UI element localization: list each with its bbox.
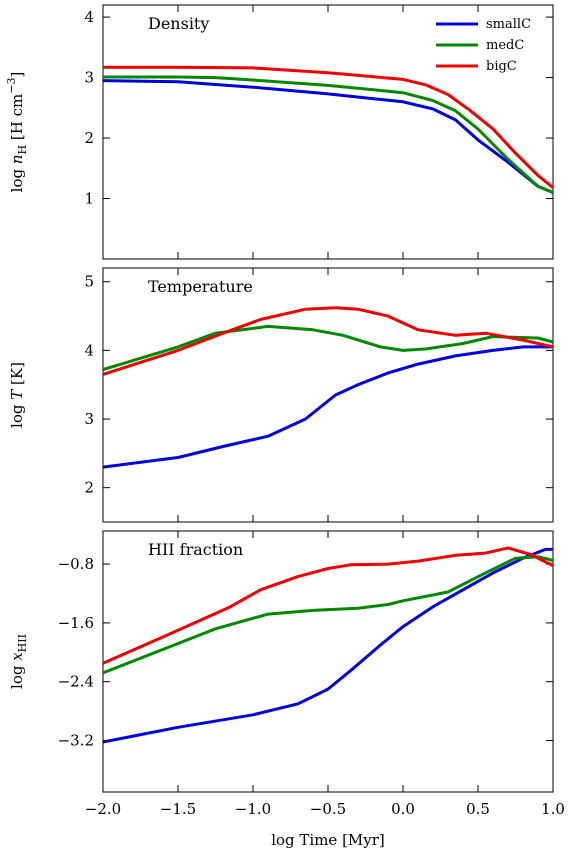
legend-label-bigC: bigC xyxy=(486,59,517,74)
xtick-label-4: 0.0 xyxy=(391,800,415,818)
hii-fraction-y-axis-label: log xHII xyxy=(8,634,29,689)
density-y-axis-label: log nH [H cm−3] xyxy=(5,72,29,193)
hii-fraction-series-medC xyxy=(103,555,553,675)
temperature-series-bigC xyxy=(103,306,553,376)
xtick-label-3: −0.5 xyxy=(310,800,346,818)
legend-label-smallC: smallC xyxy=(486,17,531,32)
hii-fraction-ytick-label-1: −2.4 xyxy=(58,673,94,691)
density-series-medC xyxy=(103,75,553,194)
temperature-panel-title: Temperature xyxy=(148,277,253,296)
hii-fraction-series-bigC xyxy=(103,546,553,665)
temperature-series-smallC xyxy=(103,345,553,469)
temperature-series-medC xyxy=(103,324,553,372)
density-panel-title: Density xyxy=(148,14,209,33)
density-ytick-label-3: 4 xyxy=(84,8,94,26)
temperature-axes-frame xyxy=(102,267,554,523)
x-axis-label: log Time [Myr] xyxy=(271,831,385,849)
hii-fraction-ytick-label-3: −0.8 xyxy=(58,555,94,573)
density-series-bigC xyxy=(103,65,553,189)
hii-fraction-ytick-label-2: −1.6 xyxy=(58,614,94,632)
temperature-ytick-label-0: 2 xyxy=(84,479,94,497)
xtick-label-6: 1.0 xyxy=(541,800,565,818)
hii-fraction-axes-frame xyxy=(102,530,554,793)
hii-fraction-ytick-label-0: −3.2 xyxy=(58,732,94,750)
temperature-ytick-label-1: 3 xyxy=(84,410,94,428)
hii-fraction-panel: −3.2 −2.4 −1.6 −0.8 log xHII HII fraction −2.0… xyxy=(8,530,565,849)
legend-label-medC: medC xyxy=(486,38,524,53)
density-ytick-label-0: 1 xyxy=(84,190,94,208)
density-panel: 1 2 3 4 log nH [H cm−3] Density smallC medC bigC xyxy=(5,4,554,260)
temperature-ytick-label-2: 4 xyxy=(84,341,94,359)
temperature-y-axis-label: log T [K] xyxy=(8,362,26,428)
hii-fraction-series-smallC xyxy=(103,547,553,744)
xtick-label-1: −1.5 xyxy=(160,800,196,818)
temperature-panel: 2 3 4 5 log T [K] Temperature xyxy=(8,267,554,523)
xtick-label-2: −1.0 xyxy=(235,800,271,818)
density-ytick-label-2: 3 xyxy=(84,69,94,87)
xtick-label-5: 0.5 xyxy=(466,800,490,818)
density-ytick-label-1: 2 xyxy=(84,129,94,147)
xtick-label-0: −2.0 xyxy=(85,800,121,818)
hii-fraction-panel-title: HII fraction xyxy=(148,540,243,559)
temperature-ytick-label-3: 5 xyxy=(84,273,94,291)
